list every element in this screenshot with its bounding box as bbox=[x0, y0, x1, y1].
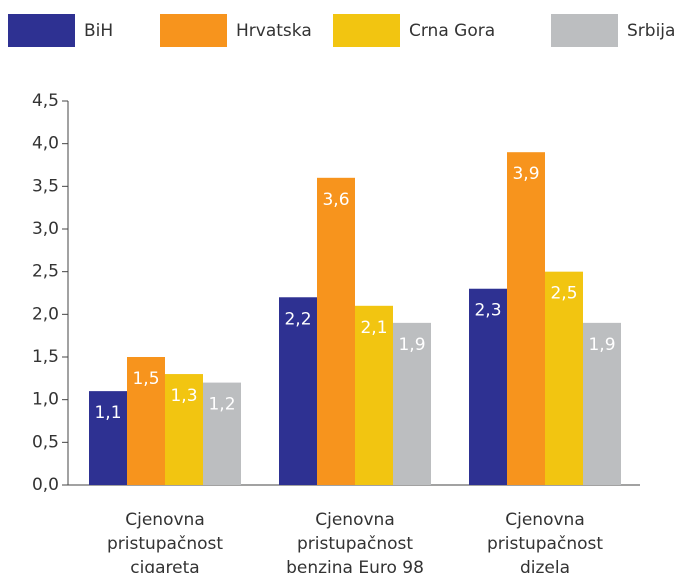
x-tick-label: Cjenovna pristupačnost dizela bbox=[486, 510, 604, 573]
data-label: 1,1 bbox=[94, 403, 121, 423]
bar bbox=[469, 288, 507, 485]
legend-swatch bbox=[333, 14, 400, 47]
y-tick-label: 3,0 bbox=[32, 219, 59, 239]
y-tick-label: 0,0 bbox=[32, 475, 59, 495]
bar bbox=[165, 374, 203, 485]
bar bbox=[203, 382, 241, 485]
bar bbox=[583, 322, 621, 485]
data-label: 2,2 bbox=[284, 309, 311, 329]
data-label: 1,2 bbox=[208, 395, 235, 415]
y-tick-label: 4,5 bbox=[32, 91, 59, 111]
bar bbox=[393, 322, 431, 485]
x-tick-label: Cjenovna pristupačnost cigareta bbox=[106, 510, 224, 573]
data-label: 1,3 bbox=[170, 386, 197, 406]
data-label: 3,9 bbox=[512, 164, 539, 184]
y-tick-label: 0,5 bbox=[32, 432, 59, 452]
legend-swatch bbox=[8, 14, 75, 47]
y-tick-label: 3,5 bbox=[32, 176, 59, 196]
legend-swatch bbox=[160, 14, 227, 47]
bar bbox=[355, 305, 393, 485]
y-tick-label: 1,0 bbox=[32, 390, 59, 410]
legend-label: Srbija bbox=[627, 21, 675, 41]
bar bbox=[279, 297, 317, 485]
bar bbox=[507, 152, 545, 485]
legend-label: Hrvatska bbox=[236, 21, 312, 41]
legend-swatch bbox=[551, 14, 618, 47]
bar bbox=[127, 357, 165, 485]
data-label: 3,6 bbox=[322, 190, 349, 210]
legend-label: Crna Gora bbox=[409, 21, 495, 41]
y-tick-label: 2,5 bbox=[32, 262, 59, 282]
data-label: 2,3 bbox=[474, 301, 501, 321]
data-label: 2,5 bbox=[550, 284, 577, 304]
bar bbox=[545, 271, 583, 485]
data-label: 2,1 bbox=[360, 318, 387, 338]
legend-label: BiH bbox=[84, 21, 113, 41]
bar bbox=[317, 177, 355, 486]
y-tick-label: 1,5 bbox=[32, 347, 59, 367]
y-tick-label: 2,0 bbox=[32, 304, 59, 324]
x-tick-label: Cjenovna pristupačnost benzina Euro 98 bbox=[286, 510, 424, 573]
data-label: 1,9 bbox=[588, 335, 615, 355]
data-label: 1,9 bbox=[398, 335, 425, 355]
bar bbox=[89, 391, 127, 485]
y-tick-label: 4,0 bbox=[32, 134, 59, 154]
data-label: 1,5 bbox=[132, 369, 159, 389]
